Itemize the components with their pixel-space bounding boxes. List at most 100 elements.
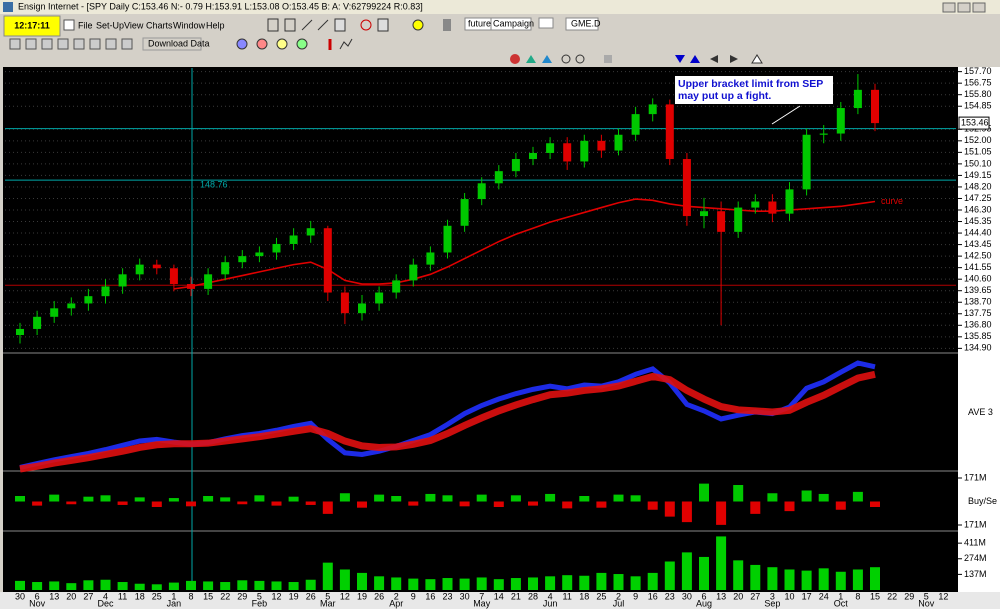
close-button[interactable] xyxy=(972,2,986,13)
candle-body xyxy=(289,235,298,244)
x-tick-label: 16 xyxy=(425,591,435,601)
candle-body xyxy=(426,252,435,265)
maximize-button[interactable] xyxy=(957,2,971,13)
menu-item[interactable]: Set-Up xyxy=(96,20,124,30)
menu-item[interactable]: Window xyxy=(173,20,206,30)
candle-body xyxy=(169,268,178,285)
candle-body xyxy=(33,316,42,329)
x-tick-label: 29 xyxy=(904,591,914,601)
x-tick-label: 5 xyxy=(924,591,929,601)
candle-body xyxy=(135,264,144,275)
candle-body xyxy=(734,207,743,232)
x-tick-label: 11 xyxy=(118,591,127,601)
window-title: Ensign Internet - [SPY Daily C:153.46 N:… xyxy=(18,1,423,11)
month-label: Nov xyxy=(29,598,46,608)
x-tick-label: 5 xyxy=(257,591,262,601)
candle-body xyxy=(101,286,110,297)
candle-body xyxy=(717,211,726,232)
bar xyxy=(425,579,436,590)
y-tick-label: 151.05 xyxy=(964,147,992,157)
bar xyxy=(254,580,265,590)
menu-item[interactable]: View xyxy=(124,20,144,30)
bar xyxy=(579,575,590,590)
bar xyxy=(852,491,863,502)
bar xyxy=(374,576,385,590)
x-tick-label: 1 xyxy=(838,591,843,601)
y-tick-label: 143.45 xyxy=(964,239,992,249)
bar xyxy=(630,495,641,502)
x-tick-label: 28 xyxy=(528,591,538,601)
x-tick-label: 3 xyxy=(770,591,775,601)
x-tick-label: 12 xyxy=(938,591,948,601)
bar xyxy=(237,501,248,505)
bar xyxy=(647,572,658,590)
y-tick-label: 150.10 xyxy=(964,158,992,168)
bar xyxy=(784,569,795,590)
last-price-label: 153.46 xyxy=(961,117,989,127)
y-tick-label: 138.70 xyxy=(964,297,992,307)
x-tick-label: 24 xyxy=(819,591,829,601)
bar xyxy=(254,495,265,502)
chart-background xyxy=(3,67,958,592)
bar xyxy=(15,580,25,590)
bar xyxy=(750,564,761,590)
tab[interactable] xyxy=(565,17,599,31)
x-tick-label: 2 xyxy=(616,591,621,601)
bar xyxy=(339,493,350,502)
bar xyxy=(818,568,829,590)
bar xyxy=(664,561,675,590)
x-tick-label: 25 xyxy=(152,591,162,601)
x-tick-label: 2 xyxy=(394,591,399,601)
x-tick-label: 9 xyxy=(411,591,416,601)
bar xyxy=(374,494,385,502)
bar xyxy=(750,501,761,514)
annotation: Upper bracket limit from SEP may put up … xyxy=(675,76,833,104)
tab-label: futures xyxy=(468,18,496,28)
axis-column xyxy=(958,67,1000,592)
candle-body xyxy=(853,89,862,109)
x-tick-label: 20 xyxy=(733,591,743,601)
bar xyxy=(117,582,128,590)
candle-body xyxy=(631,114,640,135)
x-tick-label: 26 xyxy=(306,591,316,601)
download-label: Download Data xyxy=(148,38,210,48)
tab[interactable] xyxy=(490,17,532,31)
x-tick-label: 10 xyxy=(784,591,794,601)
candle-body xyxy=(306,228,315,236)
x-tick-label: 6 xyxy=(701,591,706,601)
y-tick-label: 156.75 xyxy=(964,78,992,88)
bar xyxy=(681,552,692,590)
candle-body xyxy=(700,211,708,217)
bar xyxy=(510,578,521,590)
title-bar xyxy=(0,0,1000,14)
month-label: Jul xyxy=(613,598,625,608)
x-tick-label: 18 xyxy=(579,591,589,601)
x-tick-label: 12 xyxy=(271,591,281,601)
bar xyxy=(271,501,282,506)
candle-body xyxy=(648,104,657,115)
candle-body xyxy=(443,225,452,253)
bar xyxy=(528,577,538,590)
download-button[interactable] xyxy=(142,37,202,51)
y-tick-label: 134.90 xyxy=(964,343,992,353)
candle-body xyxy=(16,328,24,336)
bar xyxy=(425,493,436,502)
y-tick-label: 141.55 xyxy=(964,262,992,272)
minimize-button[interactable] xyxy=(942,2,956,13)
month-label: Dec xyxy=(97,598,114,608)
menu-item[interactable]: File xyxy=(78,20,93,30)
x-tick-label: 22 xyxy=(887,591,897,601)
bar xyxy=(357,572,367,590)
tab-box[interactable] xyxy=(538,17,554,29)
candle-body xyxy=(255,252,264,257)
menu-item[interactable]: Help xyxy=(206,20,225,30)
candle-body xyxy=(597,140,606,151)
y-tick-label: 146.30 xyxy=(964,204,992,214)
bar xyxy=(647,501,658,510)
bar xyxy=(203,581,214,590)
candle-body xyxy=(375,292,384,304)
candle-body xyxy=(84,296,93,304)
x-tick-label: 19 xyxy=(357,591,367,601)
bar xyxy=(134,583,145,590)
menu-item[interactable]: Charts xyxy=(146,20,173,30)
